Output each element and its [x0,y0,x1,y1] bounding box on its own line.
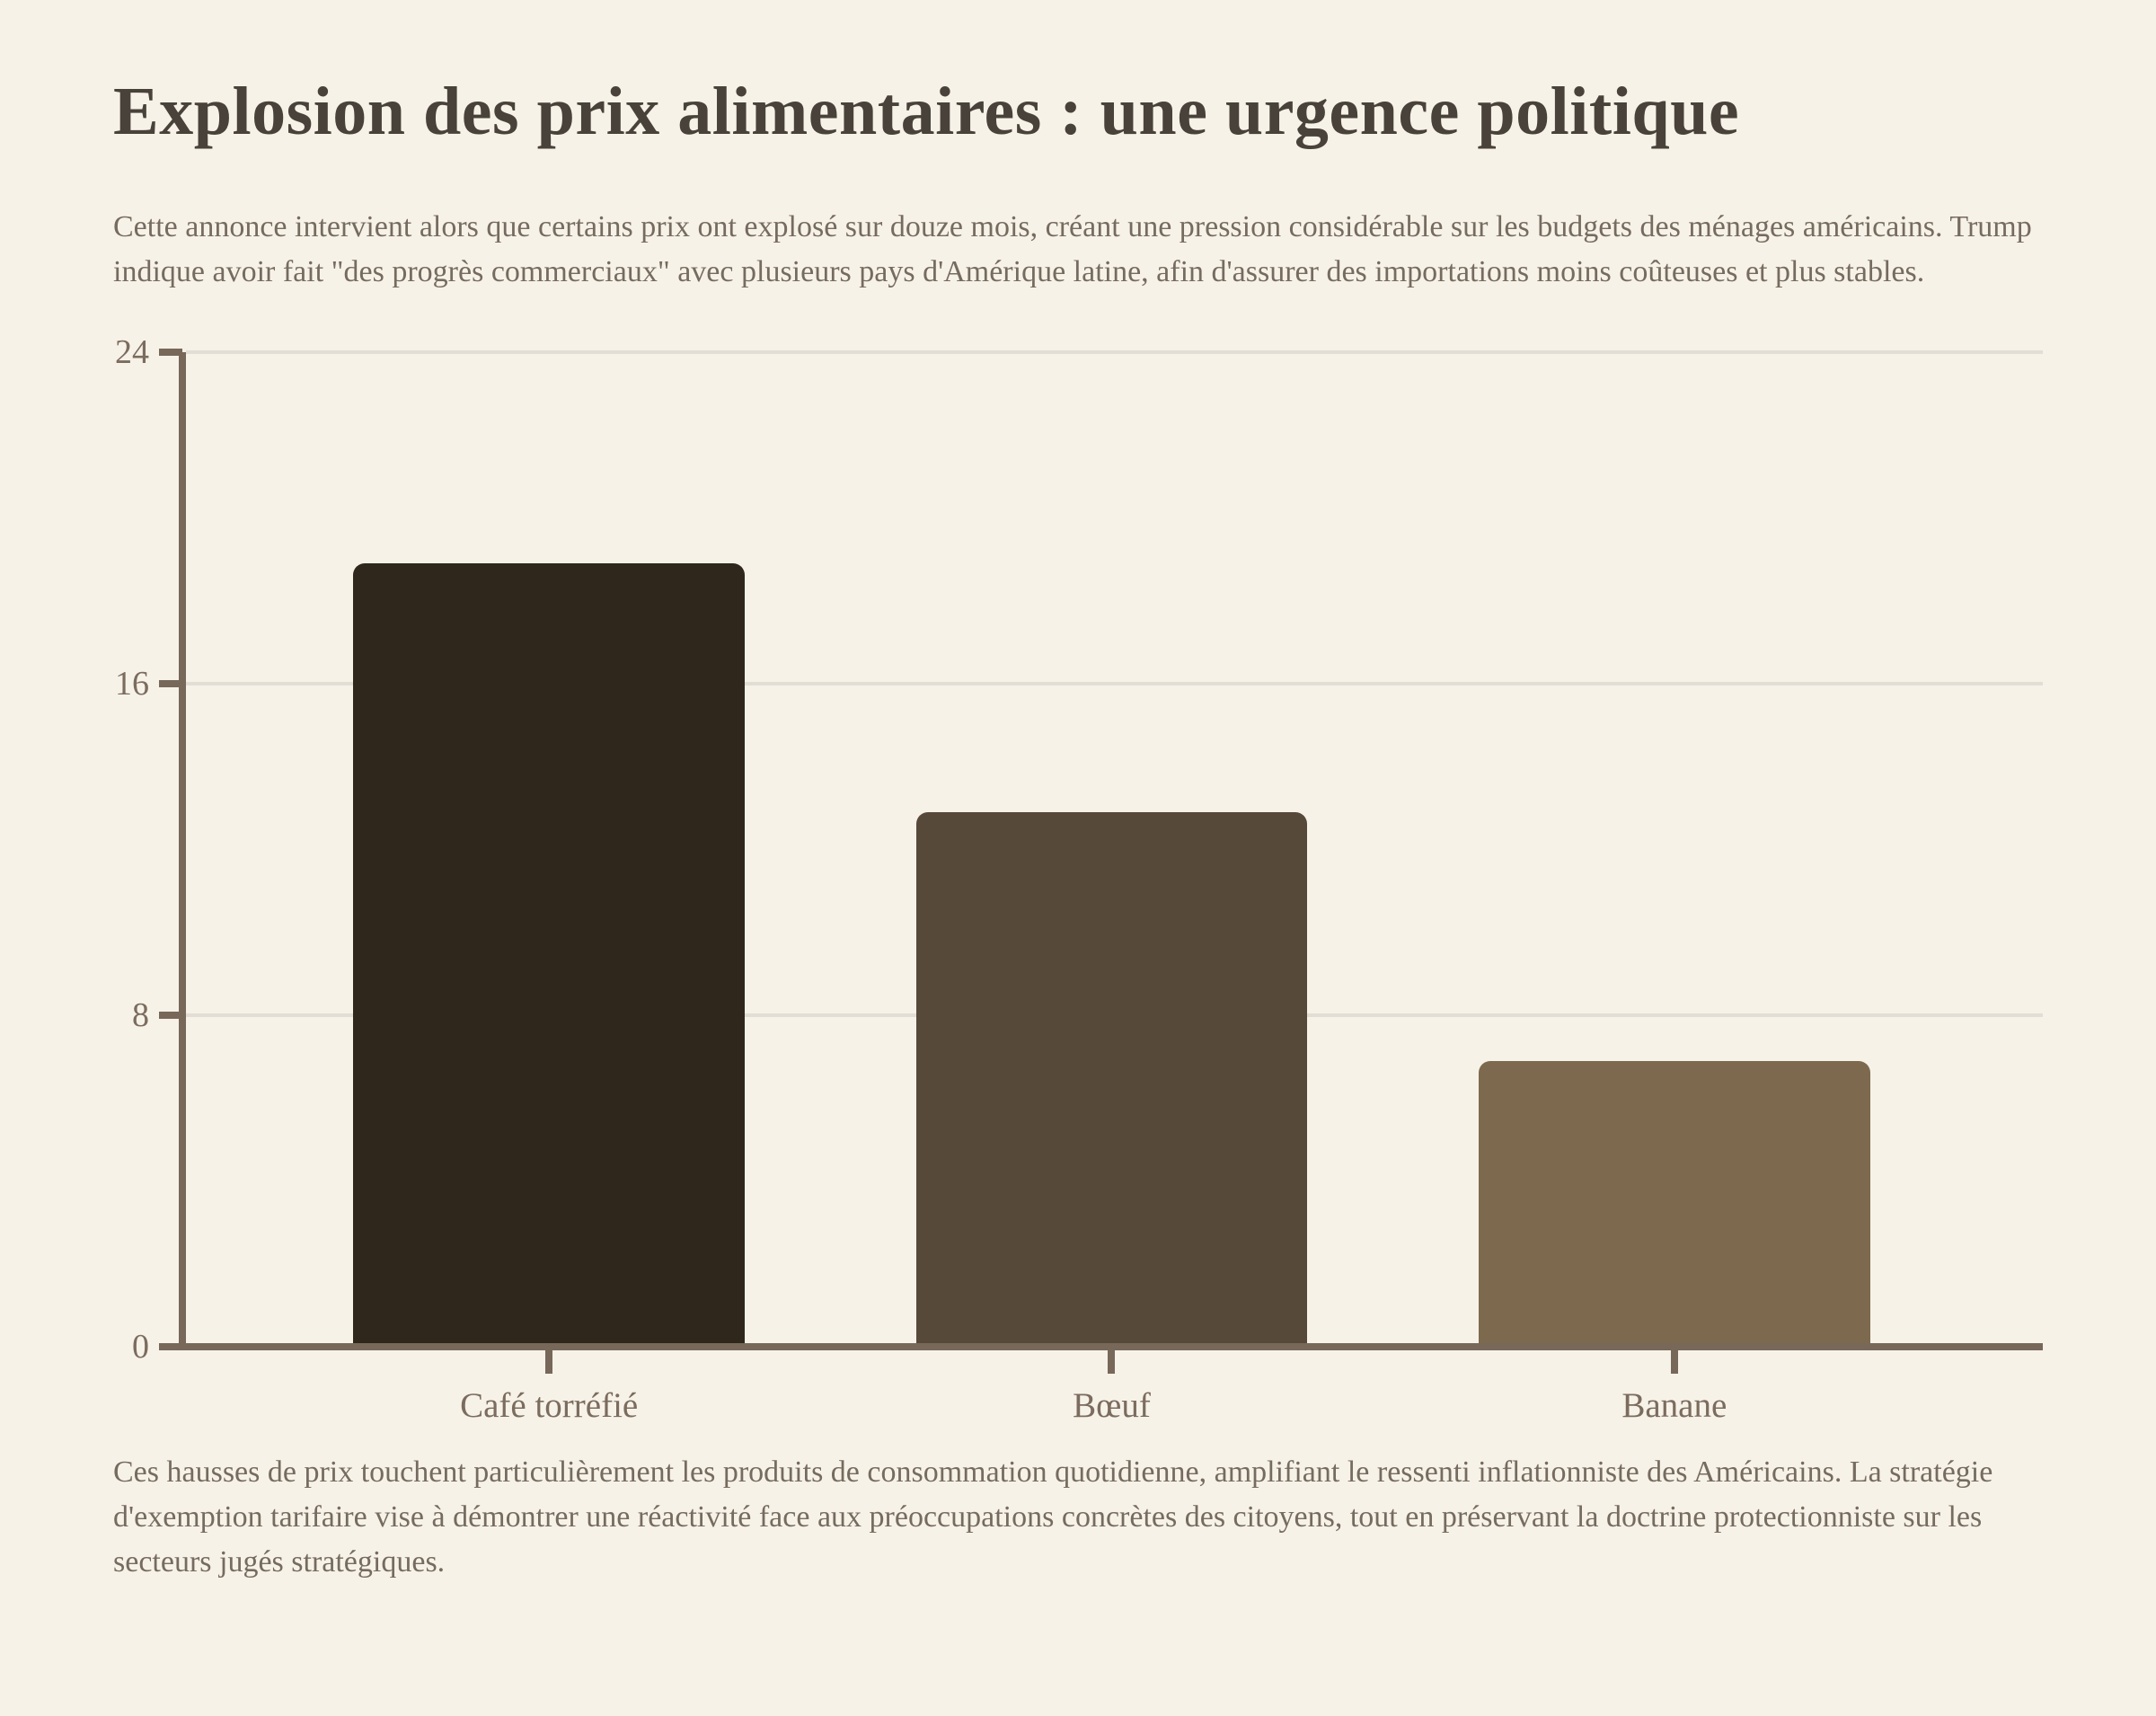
x-tick-label-1: Bœuf [1073,1385,1151,1425]
gridline-24 [186,349,2043,354]
gridline-16 [186,681,2043,686]
bar-slot-2 [1393,352,1956,1347]
bar-slot-0 [268,352,830,1347]
x-tick-0 [545,1346,553,1374]
x-axis-line [179,1342,2043,1350]
y-tick-label-24: 24 [115,332,149,371]
page-title: Explosion des prix alimentaires : une ur… [113,74,1740,149]
y-tick-0 [159,1342,182,1350]
x-slot-1: Bœuf [830,1346,1392,1425]
bar-Banane [1478,1060,1870,1347]
bar-Café torréfié [353,563,746,1347]
x-tick-label-0: Café torréfié [460,1385,639,1425]
x-tick-1 [1108,1346,1116,1374]
intro-paragraph: Cette annonce intervient alors que certa… [113,210,2032,288]
bar-slot-1 [830,352,1392,1347]
y-tick-24 [159,348,182,356]
y-tick-label-16: 16 [115,664,149,703]
y-tick-label-0: 0 [132,1327,149,1366]
x-tick-label-2: Banane [1621,1385,1727,1425]
y-tick-16 [159,679,182,687]
x-tick-2 [1670,1346,1678,1374]
x-slot-2: Banane [1393,1346,1956,1425]
bars-layer [268,352,1956,1347]
outro-paragraph: Ces hausses de prix touchent particulièr… [113,1455,1993,1579]
x-slot-0: Café torréfié [268,1346,830,1425]
y-tick-label-8: 8 [132,995,149,1034]
bar-chart: 0 8 16 24 Café torréfié Bœuf Banane [113,335,2043,1425]
bar-Bœuf [915,811,1308,1347]
plot-area: 0 8 16 24 [113,335,2043,1364]
y-axis-line [179,351,186,1350]
y-tick-8 [159,1011,182,1019]
x-labels-row: Café torréfié Bœuf Banane [268,1346,1956,1425]
